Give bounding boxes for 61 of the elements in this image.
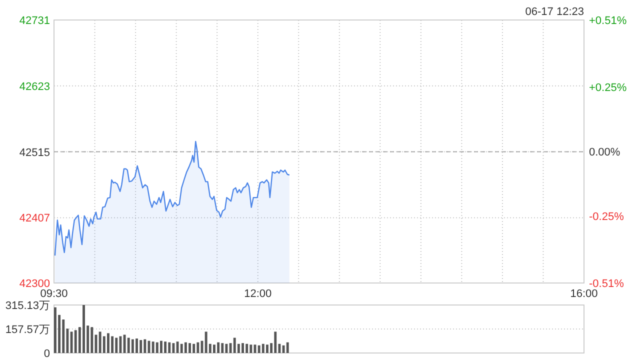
bar <box>188 343 191 353</box>
bar <box>196 342 200 353</box>
bar <box>140 340 142 353</box>
y2-tick-label: +0.51% <box>589 15 627 27</box>
bar <box>160 340 162 353</box>
bar <box>250 344 252 353</box>
bar <box>127 338 130 353</box>
bar <box>266 344 268 353</box>
bar <box>98 332 102 353</box>
bar <box>282 345 285 353</box>
bar <box>225 344 228 353</box>
x-tick-label: 09:30 <box>40 288 68 300</box>
bar <box>262 344 264 353</box>
bar <box>54 307 56 353</box>
bar <box>70 332 73 353</box>
bar <box>82 305 85 353</box>
y-tick-label: 157.57万 <box>5 324 50 336</box>
bar <box>136 338 138 353</box>
bar <box>115 338 118 353</box>
bar <box>172 343 175 353</box>
bar <box>221 343 224 353</box>
bar <box>204 332 208 353</box>
y-tick-label: 42623 <box>19 80 50 93</box>
bar <box>74 330 77 353</box>
y2-tick-label: -0.51% <box>589 278 624 290</box>
bar <box>180 344 183 353</box>
y-tick-label: 42515 <box>19 146 50 159</box>
y-tick-label: 42300 <box>19 278 50 290</box>
bar <box>246 344 248 353</box>
bar <box>286 342 289 353</box>
y-tick-label: 42407 <box>19 212 50 225</box>
x-tick-label: 16:00 <box>570 288 598 300</box>
bar <box>131 339 134 353</box>
bar <box>144 339 146 353</box>
bar <box>152 342 154 353</box>
x-tick-label: 12:00 <box>244 288 272 300</box>
y2-tick-label: +0.25% <box>589 82 627 94</box>
bar <box>233 338 236 353</box>
bar <box>176 342 179 353</box>
bar <box>62 319 65 353</box>
bar <box>184 342 187 353</box>
bar <box>107 333 110 353</box>
bar <box>168 342 171 353</box>
bar <box>90 327 94 353</box>
bar <box>217 342 220 353</box>
bar <box>123 334 126 353</box>
y-tick-label: 315.13万 <box>5 300 50 312</box>
bar <box>156 342 158 353</box>
bar <box>164 342 167 353</box>
bar <box>192 344 196 353</box>
y-tick-label: 42731 <box>19 15 50 27</box>
y2-tick-label: -0.25% <box>589 210 624 223</box>
bar <box>242 343 244 353</box>
bar <box>258 345 260 353</box>
bar <box>111 336 114 353</box>
bar <box>213 344 216 353</box>
chart-subtitle: 06-17 12:23 <box>525 6 584 18</box>
bar <box>119 336 122 353</box>
bar <box>274 332 277 353</box>
y-tick-label: 0 <box>44 348 50 360</box>
y2-tick-label: 0.00% <box>589 146 620 158</box>
